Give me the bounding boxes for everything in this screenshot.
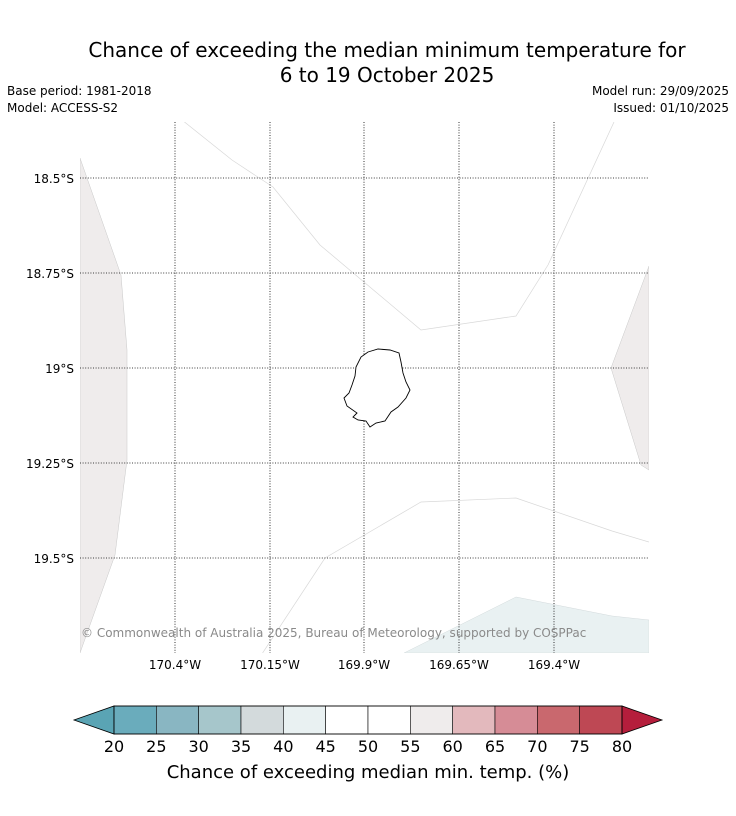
- colorbar-bin: [410, 705, 453, 735]
- colorbar-bin: [452, 705, 496, 735]
- latitude-labels: 18.5°S 18.75°S 19°S 19.25°S 19.5°S: [26, 172, 74, 566]
- colorbar-tick-label: 50: [358, 737, 378, 756]
- colorbar-bin: [240, 705, 284, 735]
- colorbar-tick-label: 45: [315, 737, 335, 756]
- colorbar-bin: [494, 705, 538, 735]
- colorbar-bin: [325, 705, 369, 735]
- colorbar-ticks: 20 25 30 35 40 45 50 55 60 65 70 75 80: [104, 737, 632, 756]
- lat-label-19-5: 19.5°S: [34, 552, 74, 566]
- colorbar: 20 25 30 35 40 45 50 55 60 65 70 75 80 Chance of exc…: [72, 705, 664, 783]
- lon-label-169-65: 169.65°W: [429, 658, 489, 672]
- base-period-text: Base period: 1981-2018: [7, 84, 152, 98]
- copyright-text: © Commonwealth of Australia 2025, Bureau…: [81, 626, 586, 640]
- chart-title: Chance of exceeding the median minimum t…: [0, 38, 736, 88]
- colorbar-label: Chance of exceeding median min. temp. (%…: [167, 762, 570, 783]
- colorbar-bin: [113, 705, 157, 735]
- meta-right: Model run: 29/09/2025 Issued: 01/10/2025: [592, 83, 729, 117]
- longitude-labels: 170.4°W 170.15°W 169.9°W 169.65°W 169.4°…: [149, 658, 580, 672]
- colorbar-over-arrow: [621, 705, 664, 735]
- colorbar-tick-label: 35: [231, 737, 251, 756]
- issued-text: Issued: 01/10/2025: [613, 101, 729, 115]
- colorbar-bin: [198, 705, 242, 735]
- forecast-region-southeast: [403, 596, 649, 653]
- colorbar-bin: [579, 705, 623, 735]
- colorbar-tick-label: 75: [569, 737, 589, 756]
- colorbar-tick-label: 30: [188, 737, 208, 756]
- lon-label-169-9: 169.9°W: [338, 658, 390, 672]
- title-line-2: 6 to 19 October 2025: [279, 63, 495, 87]
- colorbar-bin: [367, 705, 411, 735]
- map-area: © Commonwealth of Australia 2025, Bureau…: [80, 122, 649, 653]
- colorbar-bin: [537, 705, 580, 735]
- lon-label-169-4: 169.4°W: [528, 658, 580, 672]
- colorbar-tick-label: 65: [485, 737, 505, 756]
- colorbar-bin: [156, 705, 199, 735]
- model-run-text: Model run: 29/09/2025: [591, 84, 729, 98]
- lat-label-18-75: 18.75°S: [26, 267, 74, 281]
- lat-label-18-5: 18.5°S: [34, 172, 74, 186]
- colorbar-tick-label: 20: [104, 737, 124, 756]
- colorbar-tick-label: 70: [527, 737, 547, 756]
- model-text: Model: ACCESS-S2: [7, 101, 119, 115]
- colorbar-tick-label: 25: [146, 737, 166, 756]
- forecast-region-east: [610, 265, 649, 471]
- meta-left: Base period: 1981-2018 Model: ACCESS-S2: [7, 83, 152, 117]
- lon-label-170-15: 170.15°W: [240, 658, 300, 672]
- lat-label-19-25: 19.25°S: [26, 457, 74, 471]
- title-line-1: Chance of exceeding the median minimum t…: [88, 38, 686, 62]
- contour-line-north: [183, 122, 615, 331]
- forecast-region-west: [80, 157, 128, 653]
- niue-island-outline: [343, 348, 411, 428]
- colorbar-tick-label: 80: [612, 737, 632, 756]
- colorbar-outline: [113, 705, 623, 735]
- colorbar-tick-label: 55: [400, 737, 420, 756]
- colorbar-bin: [283, 705, 326, 735]
- lon-label-170-4: 170.4°W: [149, 658, 201, 672]
- colorbar-bins: [113, 705, 623, 735]
- colorbar-under-arrow: [72, 705, 115, 735]
- colorbar-tick-label: 60: [442, 737, 462, 756]
- contour-line-south: [262, 497, 649, 653]
- lat-label-19: 19°S: [45, 362, 74, 376]
- colorbar-tick-label: 40: [273, 737, 293, 756]
